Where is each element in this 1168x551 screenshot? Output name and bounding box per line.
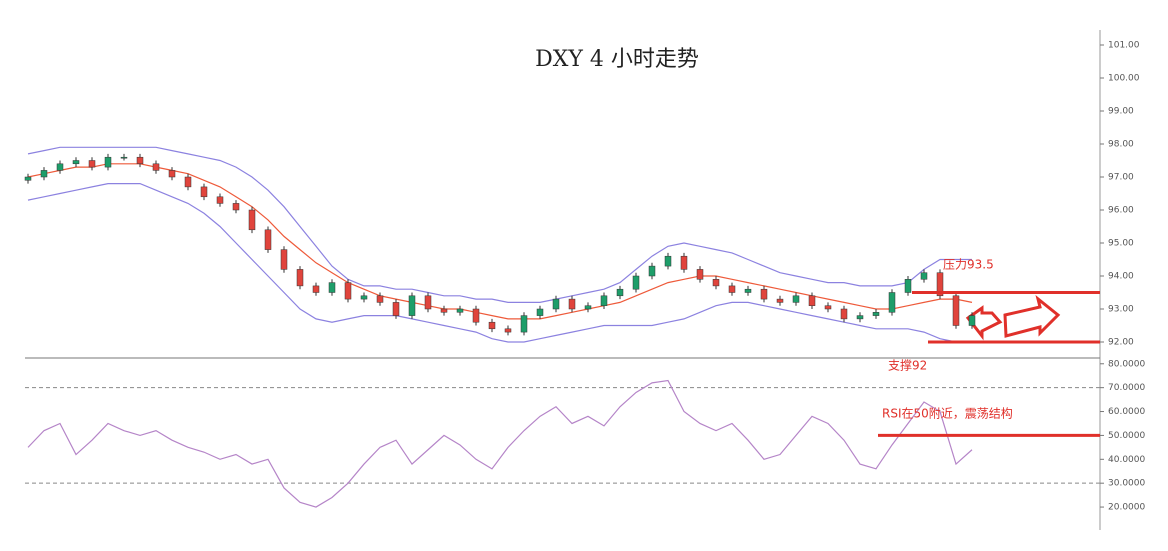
y-tick-label: 70.0000 <box>1108 383 1145 393</box>
candle-body <box>888 292 896 313</box>
candle-body <box>264 229 272 250</box>
candle-body <box>536 308 544 316</box>
y-tick-label: 101.00 <box>1108 41 1140 51</box>
y-tick-label: 100.00 <box>1108 74 1140 84</box>
y-tick-label: 95.00 <box>1108 239 1134 249</box>
candle-body <box>840 308 848 320</box>
y-tick-label: 98.00 <box>1108 140 1134 150</box>
candle-body <box>424 295 432 310</box>
y-tick-label: 30.0000 <box>1108 479 1145 489</box>
candle-body <box>760 288 768 300</box>
candle-body <box>104 156 112 168</box>
annotation-text: RSI在50附近，震荡结构 <box>882 406 1013 421</box>
candle-body <box>952 295 960 326</box>
candle-body <box>216 196 224 204</box>
y-tick-label: 97.00 <box>1108 173 1134 183</box>
candle-body <box>488 321 496 330</box>
candle-body <box>616 288 624 297</box>
candle-body <box>792 295 800 303</box>
candle-body <box>344 282 352 300</box>
candle-body <box>152 163 160 171</box>
candle-body <box>664 255 672 267</box>
candle-body <box>680 255 688 270</box>
candle-body <box>696 269 704 280</box>
candle-body <box>632 275 640 290</box>
y-tick-label: 96.00 <box>1108 206 1134 216</box>
candle-body <box>200 186 208 198</box>
annotation-text: 压力93.5 <box>943 258 994 272</box>
candle-body <box>184 176 192 188</box>
y-tick-label: 80.0000 <box>1108 359 1145 369</box>
candle-body <box>520 315 528 333</box>
candle-body <box>584 305 592 310</box>
candle-body <box>904 279 912 293</box>
candle-body <box>808 295 816 306</box>
y-tick-label: 93.00 <box>1108 305 1134 315</box>
annotation-text: 支撑92 <box>888 358 927 373</box>
y-tick-label: 92.00 <box>1108 338 1134 348</box>
candle-body <box>40 170 48 178</box>
y-tick-label: 99.00 <box>1108 107 1134 117</box>
candle-body <box>728 285 736 293</box>
candle-body <box>168 170 176 178</box>
candle-body <box>56 163 64 171</box>
band-line <box>27 146 972 303</box>
candle-body <box>504 328 512 333</box>
candle-body <box>296 269 304 287</box>
candle-body <box>456 308 464 313</box>
candle-body <box>24 176 32 181</box>
candle-body <box>312 285 320 293</box>
candle-body <box>88 160 96 168</box>
band-line <box>27 163 973 320</box>
candle-body <box>920 272 928 280</box>
candle-body <box>552 298 560 310</box>
candle-body <box>856 315 864 320</box>
y-tick-label: 50.0000 <box>1108 431 1145 441</box>
candle-body <box>600 295 608 306</box>
candle-body <box>328 282 336 293</box>
candle-body <box>408 295 416 316</box>
candle-body <box>392 302 400 316</box>
candle-body <box>440 308 448 313</box>
candle-body <box>776 298 784 303</box>
y-tick-label: 20.0000 <box>1108 503 1145 513</box>
candle-body <box>248 209 256 231</box>
candle-body <box>120 156 128 159</box>
band-line <box>27 183 972 343</box>
y-tick-label: 94.00 <box>1108 272 1134 282</box>
chart-title: DXY 4 小时走势 <box>535 47 699 72</box>
candle-body <box>936 272 944 297</box>
candle-body <box>824 305 832 310</box>
rsi-line <box>27 379 973 508</box>
candle-body <box>648 265 656 277</box>
candle-body <box>872 312 880 316</box>
candle-body <box>136 156 144 165</box>
candle-body <box>568 298 576 310</box>
y-tick-label: 60.0000 <box>1108 407 1145 417</box>
candle-body <box>712 279 720 287</box>
candle-body <box>280 249 288 270</box>
candle-body <box>472 308 480 323</box>
candle-body <box>968 315 976 326</box>
candle-body <box>232 203 240 211</box>
candle-body <box>360 295 368 300</box>
candle-body <box>72 160 80 165</box>
candle-body <box>376 295 384 303</box>
y-tick-label: 40.0000 <box>1108 455 1145 465</box>
arrow <box>1003 295 1061 338</box>
candle-body <box>744 288 752 293</box>
arrow <box>965 305 1003 341</box>
